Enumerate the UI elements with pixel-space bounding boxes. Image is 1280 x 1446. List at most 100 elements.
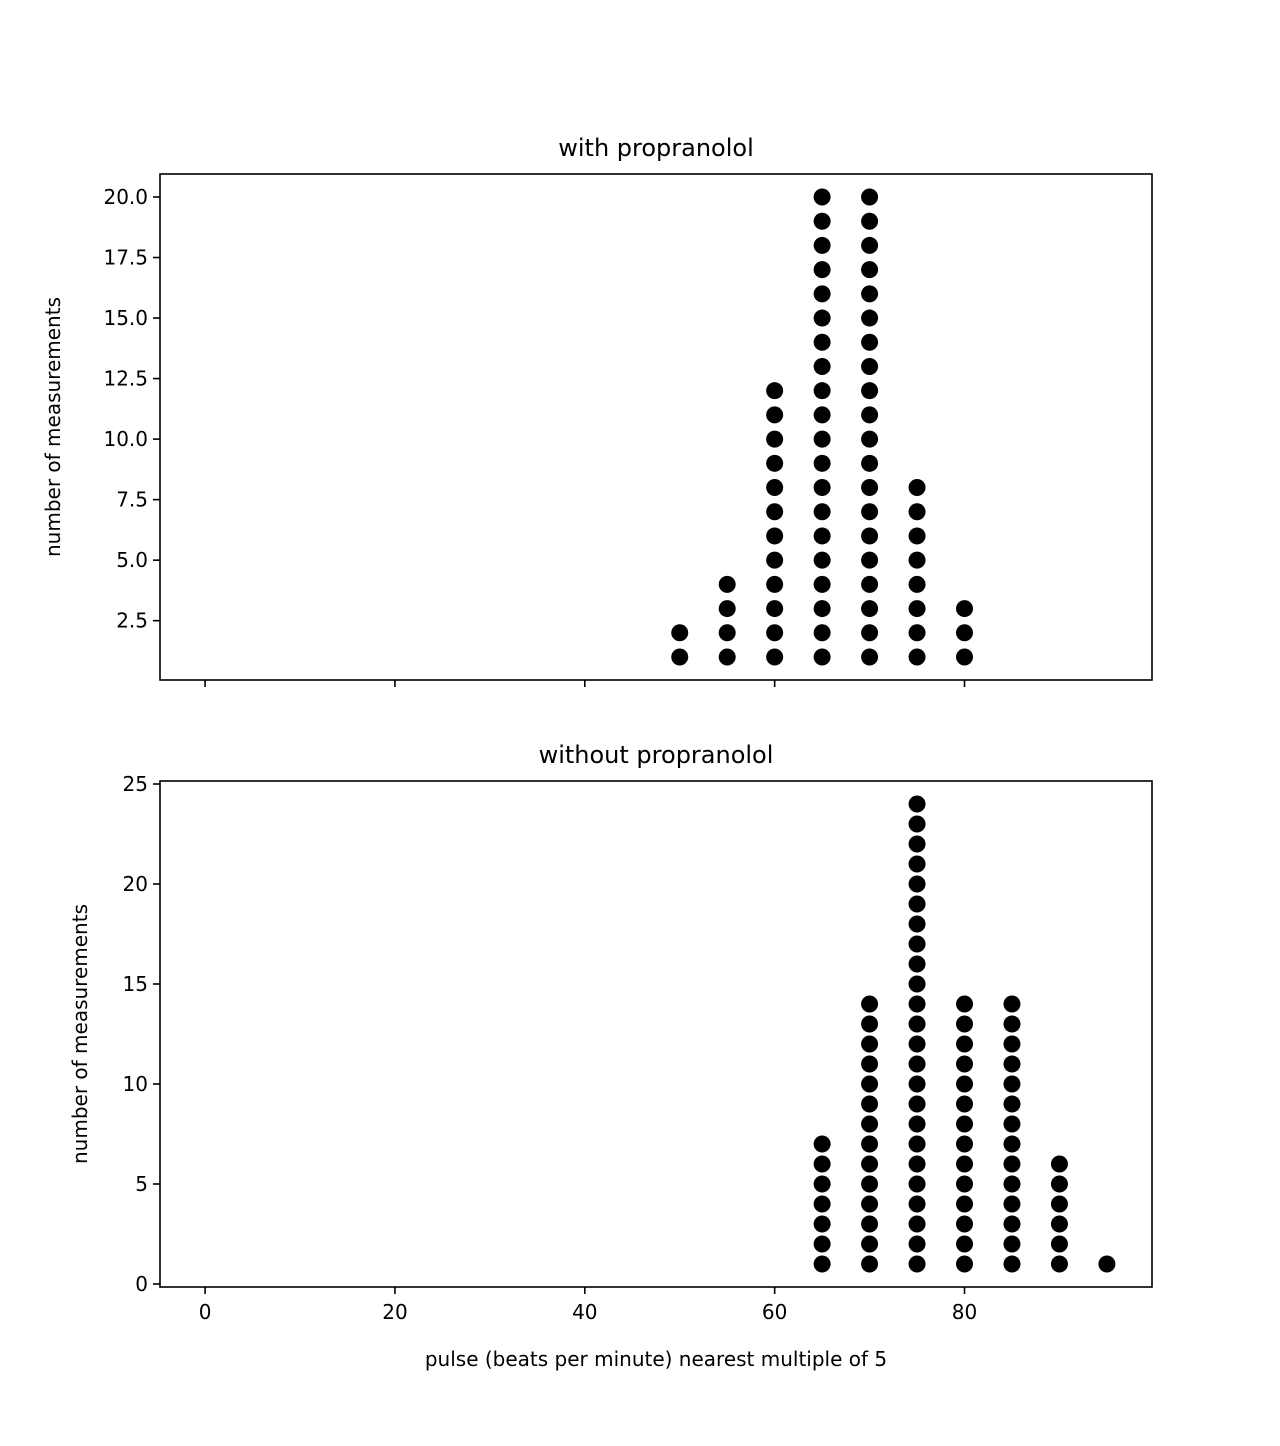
data-point bbox=[861, 1075, 879, 1093]
data-point bbox=[956, 1035, 974, 1053]
data-point bbox=[861, 430, 879, 448]
y-tick-label: 12.5 bbox=[103, 367, 148, 391]
data-point bbox=[1050, 1235, 1068, 1253]
data-point bbox=[861, 261, 879, 279]
axes-frame bbox=[159, 173, 1153, 681]
x-tick-label: 0 bbox=[199, 1300, 212, 1324]
data-point bbox=[861, 527, 879, 545]
data-point bbox=[956, 1095, 974, 1113]
data-point bbox=[908, 1015, 926, 1033]
data-point bbox=[861, 624, 879, 642]
data-point bbox=[861, 503, 879, 521]
bottom-axes-without-propranolol: without propranolol number of measuremen… bbox=[68, 741, 1153, 1371]
data-point bbox=[766, 454, 784, 472]
data-point bbox=[813, 1195, 831, 1213]
x-axis-label: pulse (beats per minute) nearest multipl… bbox=[425, 1347, 887, 1371]
data-point bbox=[718, 575, 736, 593]
data-point bbox=[1003, 1015, 1021, 1033]
data-point bbox=[861, 995, 879, 1013]
data-point bbox=[813, 551, 831, 569]
data-point bbox=[1003, 1235, 1021, 1253]
data-point bbox=[766, 575, 784, 593]
data-point bbox=[813, 357, 831, 375]
data-point bbox=[956, 1015, 974, 1033]
data-point bbox=[766, 527, 784, 545]
data-point bbox=[718, 624, 736, 642]
data-point bbox=[861, 454, 879, 472]
data-point bbox=[813, 188, 831, 206]
data-point bbox=[813, 212, 831, 230]
data-point bbox=[861, 188, 879, 206]
top-chart-title: with propranolol bbox=[558, 134, 754, 162]
data-point bbox=[1003, 995, 1021, 1013]
data-point bbox=[908, 624, 926, 642]
data-point bbox=[956, 600, 974, 618]
data-point bbox=[908, 815, 926, 833]
top-y-axis-label: number of measurements bbox=[41, 297, 65, 557]
data-point bbox=[813, 430, 831, 448]
data-point bbox=[956, 1195, 974, 1213]
data-point bbox=[861, 551, 879, 569]
y-tick-label: 5 bbox=[135, 1172, 148, 1196]
data-point bbox=[908, 795, 926, 813]
data-point bbox=[908, 1155, 926, 1173]
data-point bbox=[813, 285, 831, 303]
data-point bbox=[908, 1135, 926, 1153]
data-point bbox=[956, 1075, 974, 1093]
data-point bbox=[908, 1235, 926, 1253]
data-point bbox=[861, 212, 879, 230]
data-point bbox=[908, 575, 926, 593]
data-point bbox=[813, 1255, 831, 1273]
x-tick-label: 40 bbox=[572, 1300, 597, 1324]
data-point bbox=[908, 479, 926, 497]
data-point bbox=[813, 309, 831, 327]
data-point bbox=[861, 1015, 879, 1033]
y-tick-label: 0 bbox=[135, 1272, 148, 1296]
data-point bbox=[956, 1115, 974, 1133]
data-point bbox=[1003, 1115, 1021, 1133]
data-point bbox=[813, 527, 831, 545]
data-point bbox=[861, 648, 879, 666]
data-point bbox=[908, 895, 926, 913]
data-point bbox=[813, 406, 831, 424]
x-tick-label: 60 bbox=[762, 1300, 787, 1324]
data-point bbox=[813, 1175, 831, 1193]
data-point bbox=[908, 1255, 926, 1273]
x-tick-label: 20 bbox=[382, 1300, 407, 1324]
data-point bbox=[813, 624, 831, 642]
data-point bbox=[908, 935, 926, 953]
data-point bbox=[908, 648, 926, 666]
data-point bbox=[1003, 1135, 1021, 1153]
data-point bbox=[956, 648, 974, 666]
data-point bbox=[813, 333, 831, 351]
data-point bbox=[1050, 1195, 1068, 1213]
y-tick-label: 10.0 bbox=[103, 427, 148, 451]
bottom-chart-title: without propranolol bbox=[539, 741, 774, 769]
data-point bbox=[861, 1155, 879, 1173]
data-point bbox=[813, 648, 831, 666]
y-tick-label: 25 bbox=[123, 772, 148, 796]
data-point bbox=[813, 479, 831, 497]
data-point bbox=[813, 261, 831, 279]
data-point bbox=[766, 600, 784, 618]
data-point bbox=[1050, 1215, 1068, 1233]
data-point bbox=[956, 624, 974, 642]
data-point bbox=[956, 1055, 974, 1073]
data-point bbox=[813, 1235, 831, 1253]
data-point bbox=[956, 1155, 974, 1173]
data-point bbox=[1003, 1035, 1021, 1053]
data-point bbox=[908, 995, 926, 1013]
data-point bbox=[813, 575, 831, 593]
axes-frame bbox=[159, 780, 1153, 1288]
y-tick-label: 15.0 bbox=[103, 306, 148, 330]
data-point bbox=[908, 855, 926, 873]
data-point bbox=[956, 1235, 974, 1253]
data-point bbox=[861, 309, 879, 327]
data-point bbox=[766, 382, 784, 400]
data-point bbox=[861, 1055, 879, 1073]
data-point bbox=[861, 1255, 879, 1273]
data-point bbox=[813, 1155, 831, 1173]
data-point bbox=[813, 382, 831, 400]
data-point bbox=[813, 503, 831, 521]
y-tick-label: 7.5 bbox=[116, 488, 148, 512]
